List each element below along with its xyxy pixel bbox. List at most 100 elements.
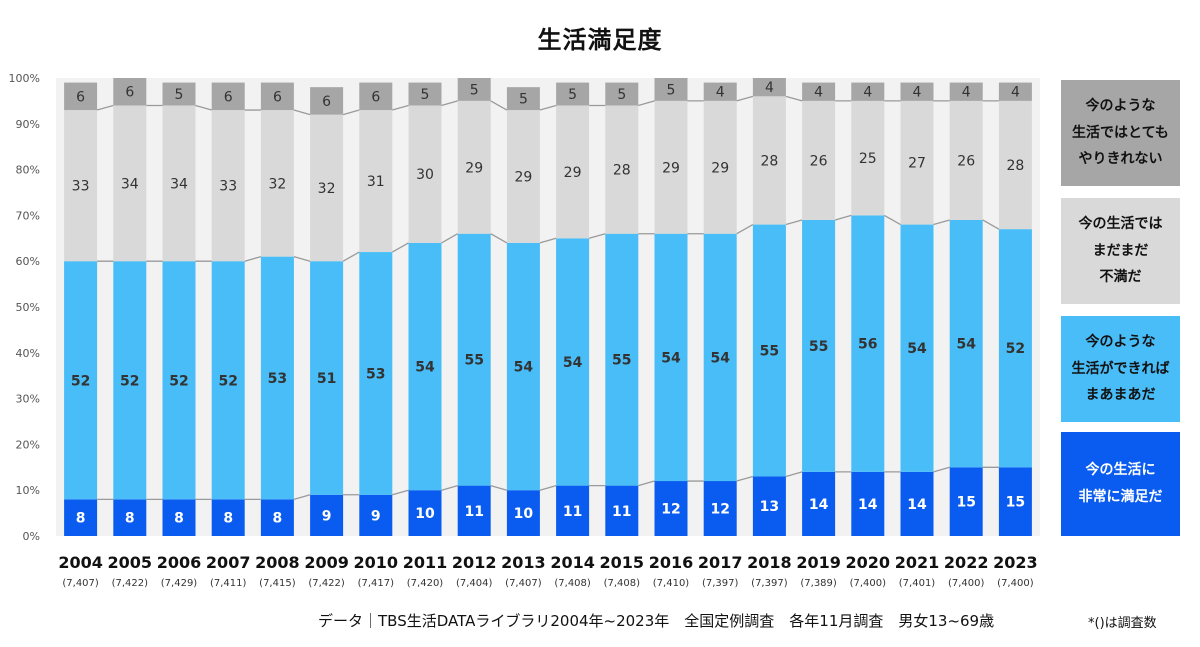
x-tick-label: 2010 bbox=[354, 553, 399, 572]
data-label: 6 bbox=[322, 94, 331, 110]
plot-area bbox=[56, 78, 1040, 536]
bar-segment-very_satisfied bbox=[211, 499, 245, 536]
data-label: 6 bbox=[76, 89, 85, 105]
data-label: 6 bbox=[371, 89, 380, 105]
data-label: 52 bbox=[120, 373, 139, 389]
bar-segment-satisfied bbox=[64, 261, 98, 500]
x-tick-label: 2006 bbox=[157, 553, 202, 572]
data-label: 11 bbox=[612, 504, 631, 520]
bar-segment-satisfied bbox=[408, 242, 442, 491]
connector-line bbox=[736, 223, 754, 235]
x-tick-label: 2014 bbox=[550, 553, 595, 572]
data-label: 56 bbox=[858, 337, 877, 353]
bar-segment-very_dissatisfied bbox=[260, 82, 294, 111]
data-label: 29 bbox=[564, 165, 582, 181]
sample-size-label: (7,397) bbox=[702, 578, 739, 589]
data-label: 27 bbox=[908, 156, 926, 172]
bar-segment-somewhat_dissatisfied bbox=[654, 100, 688, 234]
data-label: 54 bbox=[563, 355, 583, 371]
legend-item-satisfied: 今のような 生活ができれば まあまあだ bbox=[1061, 316, 1180, 422]
connector-line bbox=[539, 484, 557, 491]
sample-size-label: (7,410) bbox=[653, 578, 690, 589]
bar-segment-satisfied bbox=[802, 219, 836, 472]
bar-segment-satisfied bbox=[654, 233, 688, 482]
connector-line bbox=[391, 242, 409, 253]
legend-item-very_satisfied: 今の生活に 非常に満足だ bbox=[1061, 432, 1180, 536]
bar-segment-somewhat_dissatisfied bbox=[506, 110, 540, 243]
data-label: 6 bbox=[273, 89, 282, 105]
connector-line bbox=[638, 480, 655, 487]
data-label: 54 bbox=[514, 360, 534, 376]
x-tick-label: 2022 bbox=[944, 553, 989, 572]
data-label: 55 bbox=[612, 353, 631, 369]
bar-segment-very_dissatisfied bbox=[556, 82, 590, 106]
data-label: 4 bbox=[1011, 85, 1020, 101]
y-tick-label: 70% bbox=[16, 209, 40, 222]
sample-size-label: (7,415) bbox=[259, 578, 296, 589]
y-tick-label: 90% bbox=[16, 118, 40, 131]
data-label: 29 bbox=[514, 169, 532, 185]
data-label: 55 bbox=[464, 353, 483, 369]
bar-segment-satisfied bbox=[949, 219, 983, 468]
data-label: 5 bbox=[470, 82, 479, 98]
x-tick-label: 2007 bbox=[206, 553, 251, 572]
sample-size-label: (7,422) bbox=[308, 578, 345, 589]
bar-segment-very_dissatisfied bbox=[64, 82, 98, 111]
bar-segment-very_dissatisfied bbox=[408, 82, 442, 106]
x-tick-label: 2005 bbox=[108, 553, 153, 572]
bar-segment-very_satisfied bbox=[802, 471, 836, 536]
data-label: 5 bbox=[617, 87, 626, 103]
data-label: 29 bbox=[662, 160, 680, 176]
bar-segment-somewhat_dissatisfied bbox=[752, 96, 786, 225]
bar-segment-somewhat_dissatisfied bbox=[802, 100, 836, 220]
data-label: 5 bbox=[421, 87, 430, 103]
bar-segment-satisfied bbox=[260, 256, 294, 500]
data-label: 55 bbox=[760, 344, 779, 360]
bar-segment-satisfied bbox=[605, 233, 639, 486]
sample-size-label: (7,389) bbox=[800, 578, 837, 589]
bar-segment-very_dissatisfied bbox=[949, 82, 983, 101]
connector-line bbox=[293, 255, 311, 262]
data-label: 5 bbox=[519, 92, 528, 108]
y-tick-label: 20% bbox=[16, 438, 40, 451]
y-tick-label: 10% bbox=[16, 484, 40, 497]
bar-segment-very_satisfied bbox=[408, 490, 442, 536]
data-label: 5 bbox=[568, 87, 577, 103]
data-label: 32 bbox=[318, 181, 336, 197]
x-tick-label: 2012 bbox=[452, 553, 497, 572]
data-label: 5 bbox=[175, 87, 184, 103]
sample-size-label: (7,404) bbox=[456, 578, 493, 589]
bar-segment-somewhat_dissatisfied bbox=[949, 100, 983, 220]
connector-line bbox=[490, 100, 508, 111]
bar-segment-somewhat_dissatisfied bbox=[900, 100, 934, 225]
bar-segment-very_dissatisfied bbox=[457, 78, 491, 101]
data-label: 29 bbox=[465, 160, 483, 176]
bar-segment-very_dissatisfied bbox=[506, 87, 540, 111]
sample-size-label: (7,397) bbox=[751, 578, 788, 589]
connector-line bbox=[834, 214, 852, 221]
data-label: 34 bbox=[121, 176, 139, 192]
bar-segment-satisfied bbox=[900, 224, 934, 472]
bar-segment-somewhat_dissatisfied bbox=[211, 110, 245, 262]
sample-size-label: (7,420) bbox=[407, 578, 444, 589]
data-label: 28 bbox=[1006, 158, 1024, 174]
bar-segment-somewhat_dissatisfied bbox=[64, 110, 98, 262]
bar-segment-somewhat_dissatisfied bbox=[851, 100, 885, 216]
data-label: 54 bbox=[415, 360, 435, 376]
data-label: 26 bbox=[810, 153, 828, 169]
sample-size-label: (7,411) bbox=[210, 578, 247, 589]
bar-segment-very_dissatisfied bbox=[359, 82, 393, 111]
bar-segment-very_dissatisfied bbox=[752, 78, 786, 97]
data-label: 52 bbox=[1006, 341, 1025, 357]
data-label: 9 bbox=[371, 508, 381, 524]
chart-title: 生活満足度 bbox=[537, 26, 663, 54]
bar-segment-very_dissatisfied bbox=[802, 82, 836, 101]
x-tick-label: 2011 bbox=[403, 553, 448, 572]
data-label: 4 bbox=[962, 85, 971, 101]
connector-line bbox=[244, 255, 262, 262]
data-label: 54 bbox=[710, 350, 730, 366]
bar-segment-very_dissatisfied bbox=[703, 82, 737, 101]
footer-source: データ｜TBS生活DATAライブラリ2004年~2023年 全国定例調査 各年1… bbox=[318, 612, 995, 630]
bar-segment-satisfied bbox=[851, 215, 885, 472]
